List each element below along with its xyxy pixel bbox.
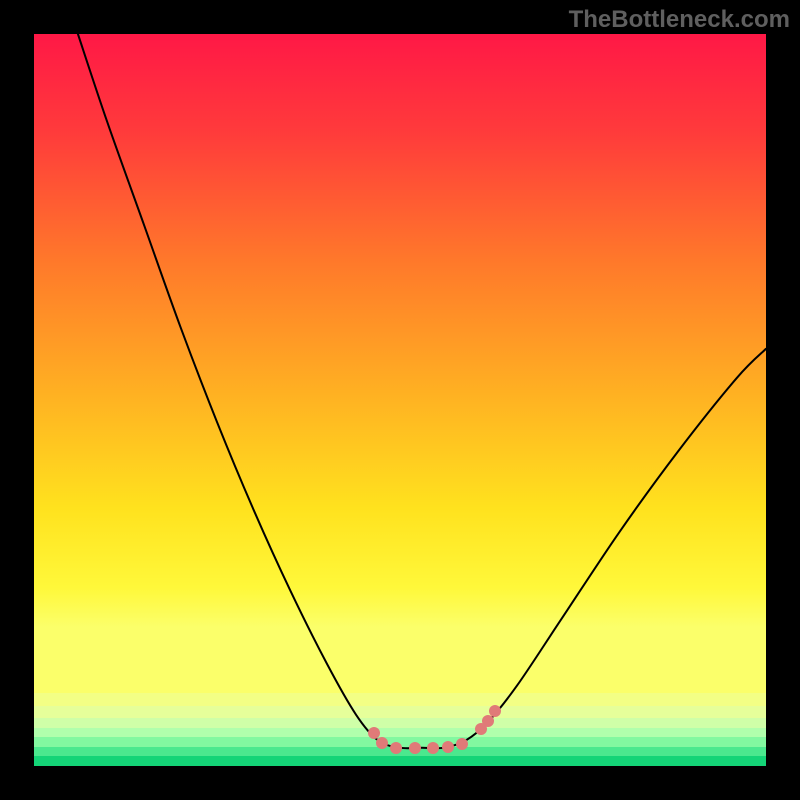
watermark-text: TheBottleneck.com bbox=[569, 6, 790, 34]
chart-frame bbox=[0, 0, 800, 800]
